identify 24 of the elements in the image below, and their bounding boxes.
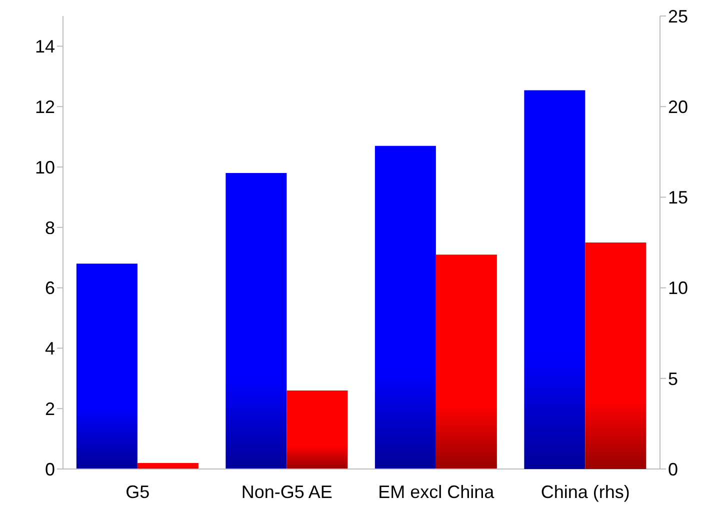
y-tick-label: 2 xyxy=(44,398,55,419)
y2-tick-label: 5 xyxy=(668,368,678,389)
y-tick-label: 10 xyxy=(34,157,55,178)
y2-tick-label: 20 xyxy=(668,96,688,117)
x-tick-label: EM excl China xyxy=(378,482,496,502)
y2-tick-label: 0 xyxy=(668,459,678,480)
bar xyxy=(76,264,138,469)
y2-tick-label: 10 xyxy=(668,278,688,298)
bar xyxy=(374,146,436,469)
x-tick-label: G5 xyxy=(126,482,150,502)
bar xyxy=(226,173,287,469)
y-tick-label: 0 xyxy=(44,459,55,480)
bar xyxy=(137,462,198,469)
bar xyxy=(436,254,497,469)
y-tick-label: 8 xyxy=(44,218,55,238)
x-tick-label: China (rhs) xyxy=(540,482,630,502)
y-tick-label: 14 xyxy=(34,36,55,57)
y2-tick-label: 15 xyxy=(668,188,688,208)
x-tick-label: Non-G5 AE xyxy=(241,482,332,502)
y-tick-label: 6 xyxy=(44,278,55,298)
bar xyxy=(286,390,348,469)
y-tick-label: 12 xyxy=(34,96,55,117)
y-tick-label: 4 xyxy=(44,338,55,359)
y2-tick-label: 25 xyxy=(668,6,688,26)
